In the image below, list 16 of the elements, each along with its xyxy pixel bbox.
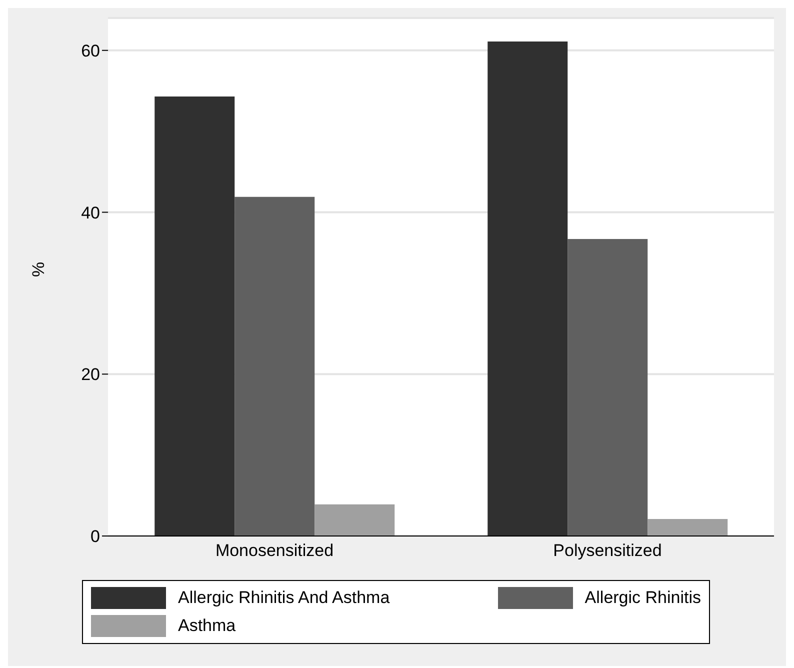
bar: [568, 238, 648, 536]
x-tick-label: Monosensitized: [215, 541, 334, 560]
y-axis-title: %: [29, 262, 48, 277]
legend-label: Allergic Rhinitis: [584, 588, 701, 608]
y-tick-label: 40: [81, 203, 100, 222]
bar: [234, 196, 315, 536]
bar: [154, 96, 235, 536]
x-tick-label: Polysensitized: [553, 541, 662, 560]
legend-label: Allergic Rhinitis And Asthma: [178, 588, 390, 608]
bar: [488, 41, 568, 536]
y-tick-label: 20: [81, 365, 100, 384]
bar: [648, 519, 728, 536]
legend-label: Asthma: [178, 616, 236, 636]
y-tick-label: 0: [90, 527, 100, 546]
bar: [314, 504, 395, 536]
y-tick-label: 60: [81, 41, 100, 60]
